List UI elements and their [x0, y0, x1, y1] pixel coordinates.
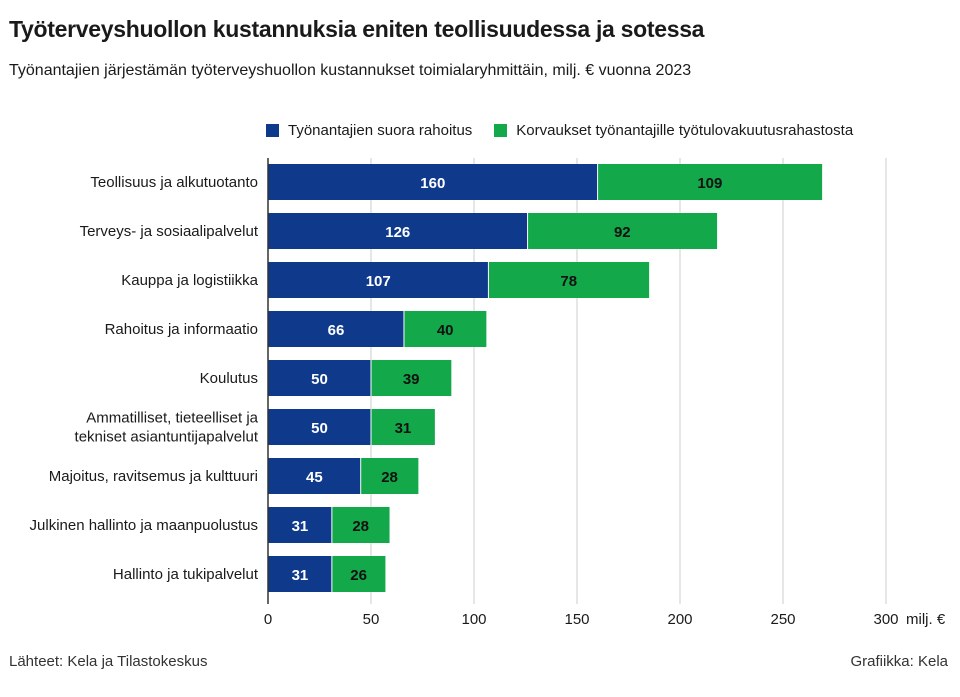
category-label-line: Terveys- ja sosiaalipalvelut — [80, 223, 259, 240]
category-label-line: Julkinen hallinto ja maanpuolustus — [30, 517, 258, 534]
legend-swatch-direct-funding — [266, 124, 279, 137]
category-label-line: Kauppa ja logistiikka — [121, 272, 258, 289]
category-label-line: Majoitus, ravitsemus ja kulttuuri — [49, 468, 258, 485]
data-label-direct-funding: 31 — [292, 567, 309, 584]
chart-title: Työterveyshuollon kustannuksia eniten te… — [9, 16, 705, 42]
category-label-line: tekniset asiantuntijapalvelut — [75, 429, 259, 446]
data-label-compensation: 92 — [614, 224, 631, 241]
data-label-compensation: 78 — [560, 273, 577, 290]
legend-label-direct-funding: Työnantajien suora rahoitus — [288, 122, 473, 139]
category-label-line: Koulutus — [200, 370, 258, 387]
data-label-direct-funding: 45 — [306, 469, 323, 486]
data-label-compensation: 31 — [395, 420, 412, 437]
data-label-direct-funding: 66 — [328, 322, 345, 339]
bar-compensation — [403, 311, 487, 347]
category-label: Rahoitus ja informaatio — [105, 321, 258, 338]
data-label-compensation: 28 — [381, 469, 398, 486]
bar-direct-funding — [268, 164, 598, 200]
data-label-direct-funding: 107 — [366, 273, 391, 290]
data-label-compensation: 28 — [352, 518, 369, 535]
bar-compensation — [331, 507, 390, 543]
bar-direct-funding — [268, 213, 528, 249]
category-label: Majoitus, ravitsemus ja kulttuuri — [49, 468, 258, 485]
x-tick-label: 200 — [667, 611, 692, 628]
data-label-compensation: 109 — [697, 175, 722, 192]
category-label-line: Teollisuus ja alkutuotanto — [90, 174, 258, 191]
legend-item-compensation: Korvaukset työnantajille työtulovakuutus… — [494, 122, 853, 139]
bar-direct-funding — [268, 360, 371, 396]
category-label: Hallinto ja tukipalvelut — [113, 566, 259, 583]
bar-compensation — [488, 262, 650, 298]
x-tick-label: 50 — [363, 611, 380, 628]
x-tick-label: 300 — [873, 611, 898, 628]
x-tick-label: 100 — [461, 611, 486, 628]
data-label-direct-funding: 50 — [311, 420, 328, 437]
bar-compensation — [371, 409, 435, 445]
legend: Työnantajien suora rahoitus Korvaukset t… — [266, 122, 875, 139]
x-tick-label: 0 — [264, 611, 272, 628]
bar-direct-funding — [268, 507, 332, 543]
source-note: Lähteet: Kela ja Tilastokeskus — [9, 653, 208, 670]
data-label-compensation: 40 — [437, 322, 454, 339]
bar-compensation — [371, 360, 452, 396]
bar-direct-funding — [268, 556, 332, 592]
data-label-direct-funding: 31 — [292, 518, 309, 535]
bar-direct-funding — [268, 458, 361, 494]
bar-compensation — [597, 164, 823, 200]
category-label-line: Ammatilliset, tieteelliset ja — [86, 410, 258, 427]
x-tick-label: 250 — [770, 611, 795, 628]
chart-subtitle: Työnantajien järjestämän työterveyshuoll… — [9, 62, 692, 79]
category-label: Julkinen hallinto ja maanpuolustus — [30, 517, 258, 534]
legend-swatch-compensation — [494, 124, 508, 137]
x-tick-label: 150 — [564, 611, 589, 628]
data-label-direct-funding: 126 — [385, 224, 410, 241]
data-label-direct-funding: 160 — [420, 175, 445, 192]
graphics-credit: Grafiikka: Kela — [850, 653, 948, 670]
bar-compensation — [527, 213, 718, 249]
bar-direct-funding — [268, 409, 371, 445]
bar-direct-funding — [268, 311, 404, 347]
legend-label-compensation: Korvaukset työnantajille työtulovakuutus… — [516, 122, 854, 139]
bar-compensation — [360, 458, 419, 494]
category-label: Terveys- ja sosiaalipalvelut — [80, 223, 259, 240]
bar-direct-funding — [268, 262, 489, 298]
category-label: Koulutus — [200, 370, 258, 387]
category-label-line: Hallinto ja tukipalvelut — [113, 566, 259, 583]
category-label: Ammatilliset, tieteelliset ja tekniset as… — [75, 410, 259, 446]
x-axis-unit-label: milj. € — [906, 611, 946, 628]
category-label-line: Rahoitus ja informaatio — [105, 321, 258, 338]
bar-compensation — [331, 556, 386, 592]
data-label-compensation: 39 — [403, 371, 420, 388]
data-label-compensation: 26 — [350, 567, 367, 584]
data-label-direct-funding: 50 — [311, 371, 328, 388]
legend-item-direct-funding: Työnantajien suora rahoitus — [266, 122, 472, 139]
category-label: Kauppa ja logistiikka — [121, 272, 258, 289]
category-label: Teollisuus ja alkutuotanto — [90, 174, 258, 191]
